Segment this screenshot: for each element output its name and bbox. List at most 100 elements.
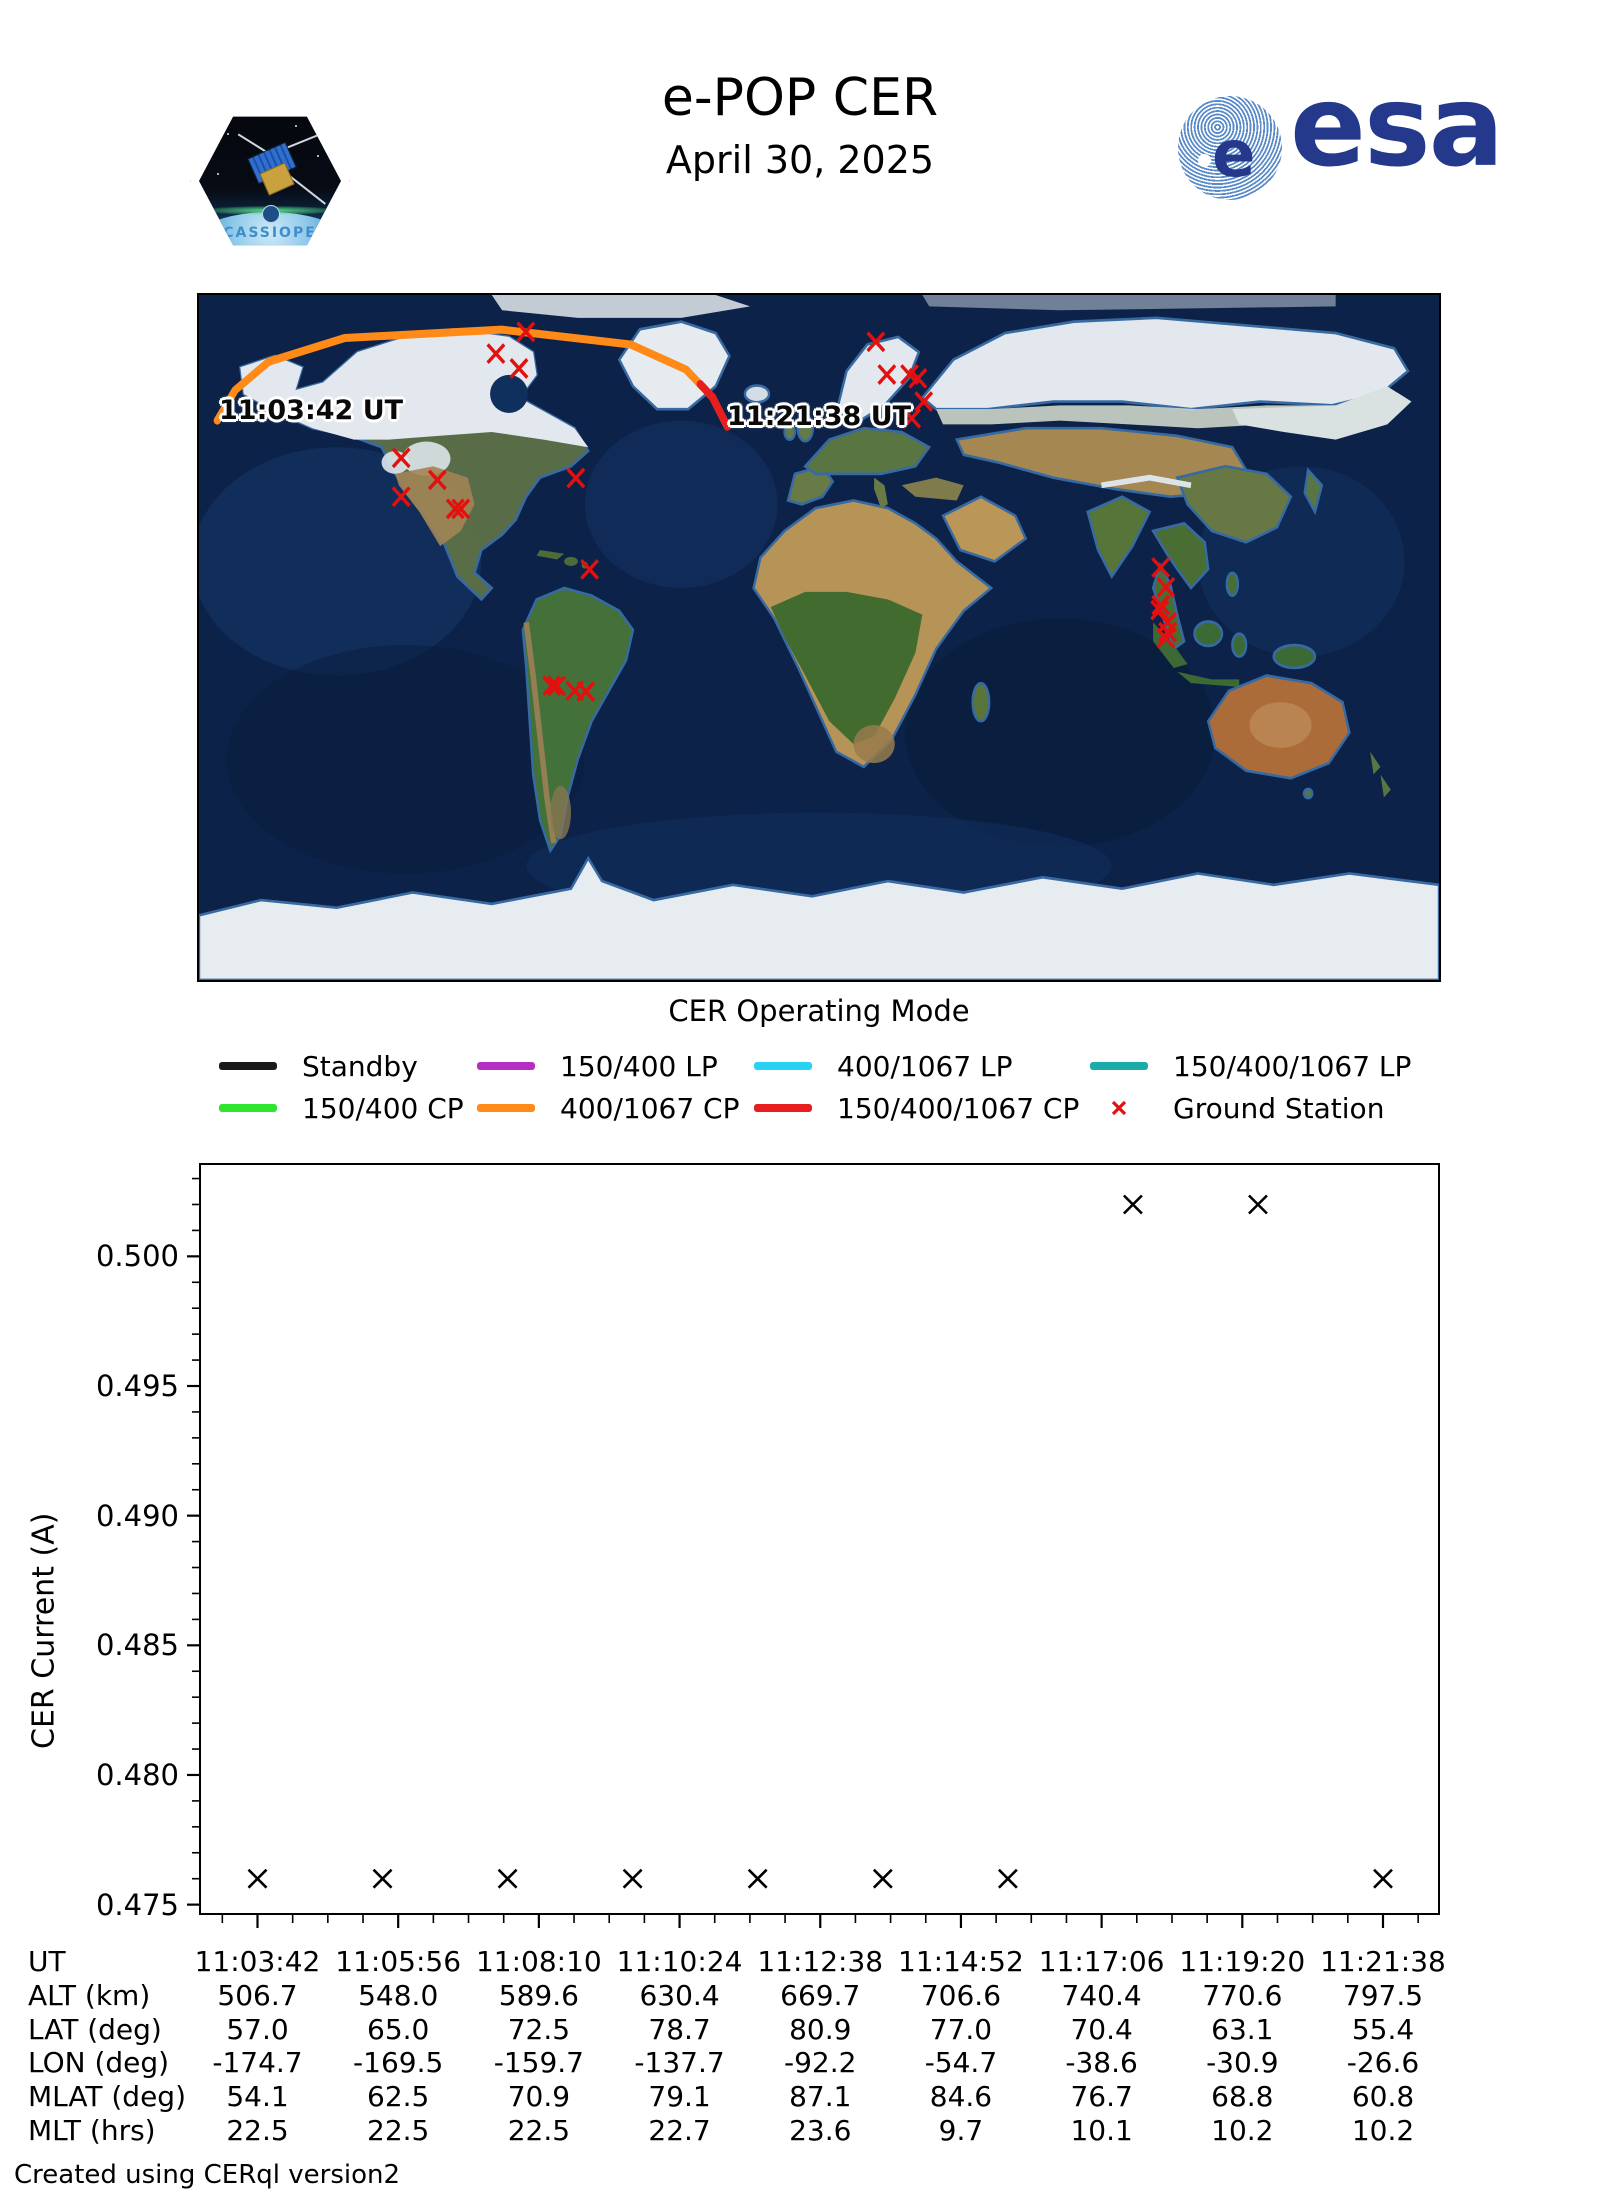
table-cell: 72.5 xyxy=(507,2012,571,2046)
table-row-label: MLAT (deg) xyxy=(28,2080,187,2114)
table-cell: 65.0 xyxy=(367,2012,430,2046)
legend-title: CER Operating Mode xyxy=(668,994,970,1028)
table-cell: 11:21:38 xyxy=(1320,1945,1446,1978)
table-row-label: ALT (km) xyxy=(28,1978,151,2012)
table-cell: 57.0 xyxy=(226,2012,289,2046)
table-cell: 589.6 xyxy=(498,1978,579,2012)
legend-item: 150/400 CP xyxy=(219,1091,464,1125)
star-dot xyxy=(217,173,219,175)
table-cell: 60.8 xyxy=(1351,2080,1415,2114)
ground-track-map: 11:03:42 UT 11:21:38 UT xyxy=(197,293,1441,982)
legend-item: 150/400/1067 LP xyxy=(1090,1049,1411,1083)
esa-globe-e: e xyxy=(1212,118,1256,192)
legend-item: 150/400 LP xyxy=(477,1049,718,1083)
track-start-time-label: 11:03:42 UT xyxy=(219,395,404,426)
esa-logo: e esa xyxy=(1178,62,1504,238)
table-cell: 11:08:10 xyxy=(475,1945,602,1978)
table-cell: 9.7 xyxy=(938,2114,984,2147)
legend-line-swatch xyxy=(477,1104,535,1112)
ground-station-marker xyxy=(516,321,536,343)
table-cell: 506.7 xyxy=(217,1978,298,2012)
y-tick-label: 0.490 xyxy=(95,1498,179,1533)
legend-item: Standby xyxy=(219,1049,418,1083)
table-cell: 87.1 xyxy=(789,2080,852,2114)
cassiope-mission-patch: CASSIOPE xyxy=(190,104,350,258)
ground-station-marker xyxy=(914,391,934,412)
table-cell: 11:19:20 xyxy=(1179,1945,1306,1978)
footer-credit: Created using CERql version2 xyxy=(14,2160,401,2190)
ground-station-marker xyxy=(908,367,928,389)
table-cell: 11:03:42 xyxy=(194,1945,321,1978)
page-title: e-POP CER xyxy=(661,68,939,128)
table-cell: 10.1 xyxy=(1070,2114,1133,2147)
ground-station-marker xyxy=(1156,627,1176,649)
esa-globe-dot xyxy=(1198,154,1211,167)
table-cell: 11:10:24 xyxy=(616,1945,743,1978)
table-cell: 10.2 xyxy=(1211,2114,1274,2147)
table-cell: 740.4 xyxy=(1061,1978,1142,2012)
legend-label: Standby xyxy=(302,1049,418,1083)
ground-station-marker xyxy=(486,343,506,365)
ground-station-marker xyxy=(902,407,922,429)
legend-item: 400/1067 LP xyxy=(754,1049,1013,1083)
legend-label: 150/400/1067 CP xyxy=(837,1091,1080,1125)
table-cell: 10.2 xyxy=(1351,2114,1415,2147)
ground-station-marker xyxy=(509,358,529,379)
table-cell: 548.0 xyxy=(358,1978,439,2012)
world-map xyxy=(199,295,1439,980)
table-cell: 11:14:52 xyxy=(898,1945,1024,1978)
legend-item: Ground Station xyxy=(1090,1091,1384,1125)
table-cell: 68.8 xyxy=(1211,2080,1274,2114)
ground-station-marker xyxy=(1150,599,1170,621)
legend-label: Ground Station xyxy=(1173,1091,1385,1125)
legend-item: 400/1067 CP xyxy=(477,1091,739,1125)
table-row-label: UT xyxy=(28,1945,66,1978)
ground-station-marker xyxy=(547,675,566,697)
ground-station-marker xyxy=(580,558,600,580)
y-tick-label: 0.500 xyxy=(95,1239,179,1274)
table-cell: 22.7 xyxy=(648,2114,711,2147)
satellite-track xyxy=(696,380,731,431)
table-cell: 22.5 xyxy=(226,2114,289,2147)
table-row-label: LAT (deg) xyxy=(28,2012,162,2046)
table-cell: 78.7 xyxy=(648,2012,711,2046)
legend-line-swatch xyxy=(754,1104,812,1112)
table-cell: -174.7 xyxy=(212,2046,303,2080)
esa-wordmark: esa xyxy=(1290,62,1504,192)
star-dot xyxy=(227,133,229,135)
legend-line-swatch xyxy=(477,1062,535,1070)
legend-item: 150/400/1067 CP xyxy=(754,1091,1079,1125)
table-cell: 84.6 xyxy=(929,2080,993,2114)
legend-line-swatch xyxy=(219,1062,277,1070)
ground-station-marker xyxy=(576,681,596,702)
table-cell: -159.7 xyxy=(493,2046,584,2080)
esa-globe-icon: e xyxy=(1178,96,1282,200)
table-cell: 63.1 xyxy=(1211,2012,1274,2046)
star-dot xyxy=(295,125,297,127)
ground-station-marker xyxy=(866,331,886,353)
ground-station-marker xyxy=(391,447,411,469)
table-cell: -137.7 xyxy=(634,2046,725,2080)
ground-station-marker xyxy=(877,364,897,385)
table-cell: -38.6 xyxy=(1065,2046,1138,2080)
table-cell: 770.6 xyxy=(1202,1978,1283,2012)
table-cell: 76.7 xyxy=(1070,2080,1133,2114)
table-cell: 11:12:38 xyxy=(757,1945,884,1978)
table-cell: 79.1 xyxy=(648,2080,711,2114)
table-cell: 669.7 xyxy=(780,1978,861,2012)
table-cell: 797.5 xyxy=(1342,1978,1424,2012)
y-tick-label: 0.485 xyxy=(95,1628,179,1663)
y-tick-label: 0.475 xyxy=(95,1887,179,1922)
y-tick-label: 0.495 xyxy=(95,1369,179,1403)
table-cell: 11:05:56 xyxy=(335,1945,462,1978)
table-cell: 55.4 xyxy=(1351,2012,1415,2046)
table-row-label: MLT (hrs) xyxy=(28,2114,156,2147)
table-cell: 62.5 xyxy=(367,2080,430,2114)
table-cell: 77.0 xyxy=(929,2012,993,2046)
table-cell: 54.1 xyxy=(226,2080,289,2114)
table-cell: 706.6 xyxy=(920,1978,1002,2012)
cer-current-plot-area xyxy=(199,1163,1440,1915)
table-cell: 630.4 xyxy=(639,1978,720,2012)
track-end-time-label: 11:21:38 UT xyxy=(727,401,912,432)
y-tick-label: 0.480 xyxy=(95,1757,179,1792)
